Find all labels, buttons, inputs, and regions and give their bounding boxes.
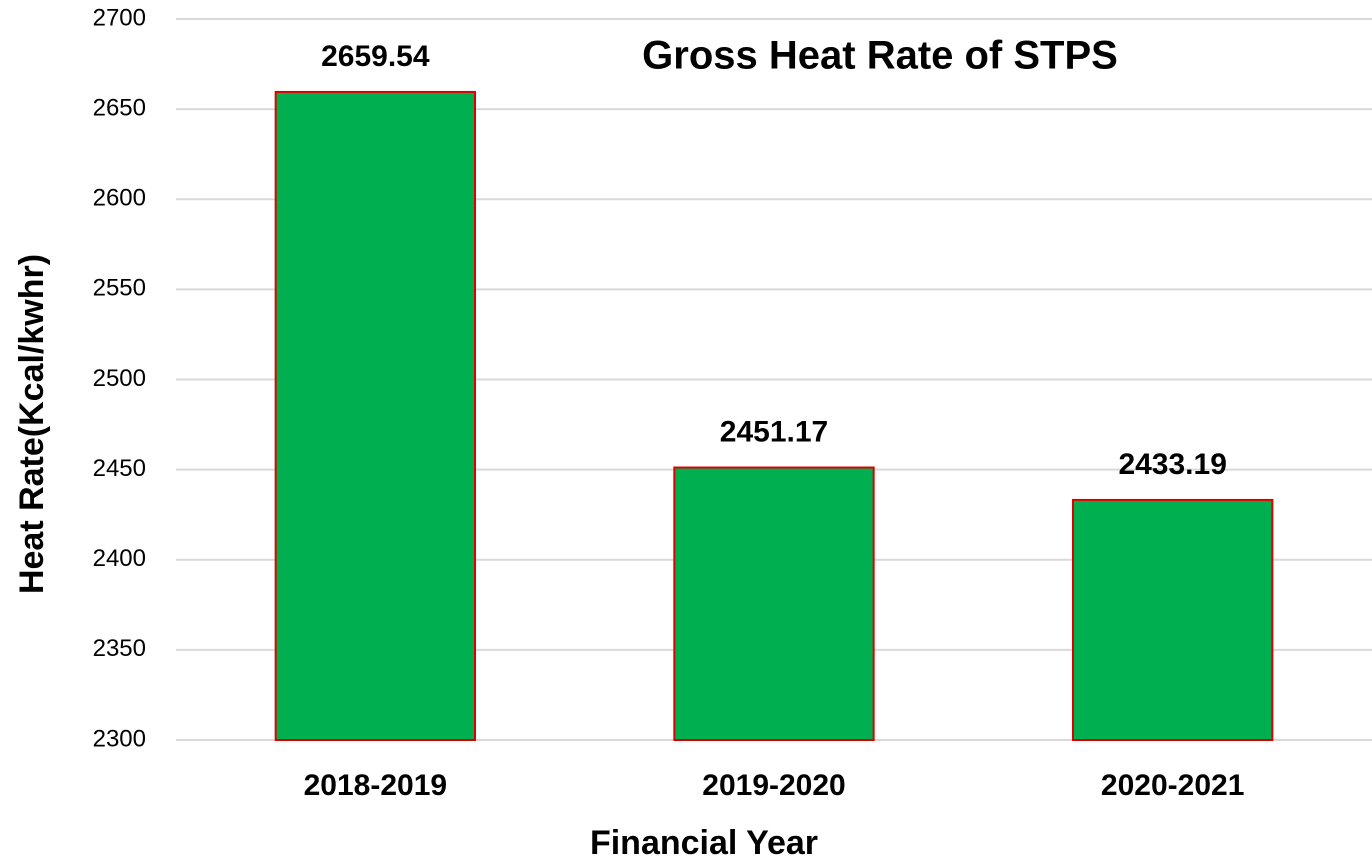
y-tick-label: 2700 [93,4,146,31]
y-tick-label: 2400 [93,545,146,572]
x-axis-label: Financial Year [590,824,818,861]
x-tick-label: 2020-2021 [1101,769,1244,802]
x-tick-label: 2019-2020 [702,769,845,802]
data-label: 2451.17 [720,415,828,448]
y-tick-label: 2600 [93,185,146,212]
bar [274,90,476,742]
y-tick-label: 2500 [93,365,146,392]
y-tick-label: 2550 [93,275,146,302]
y-tick-label: 2300 [93,725,146,752]
data-label: 2433.19 [1118,448,1226,481]
y-tick-label: 2450 [93,455,146,482]
data-label: 2659.54 [321,40,430,73]
bar [1072,498,1274,741]
chart-title: Gross Heat Rate of STPS [642,34,1118,78]
x-tick-label: 2018-2019 [304,769,447,802]
y-tick-label: 2650 [93,94,146,121]
y-axis-label: Heat Rate(Kcal/kwhr) [13,254,51,594]
bar [673,466,875,741]
y-tick-label: 2350 [93,635,146,662]
